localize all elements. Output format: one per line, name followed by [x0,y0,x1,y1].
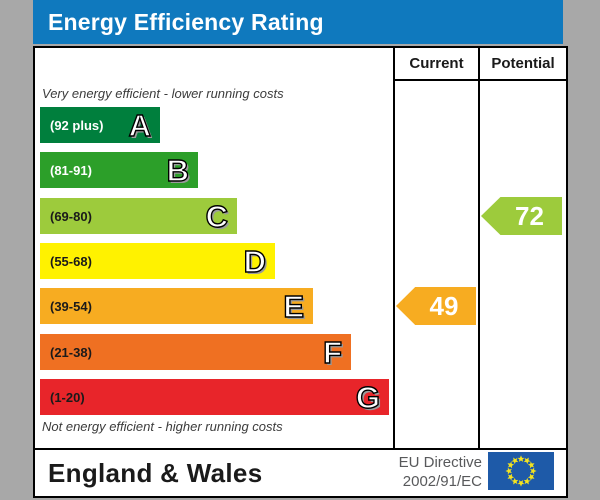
eu-directive-line2: 2002/91/EC [402,473,482,490]
band-range-label: (81-91) [50,162,92,178]
band-range-label: (92 plus) [50,117,104,133]
region-label: England & Wales [48,457,263,488]
band-letter: D [243,243,267,279]
band-range-label: (1-20) [50,389,85,405]
band-G: (1-20) G [40,379,389,415]
column-divider [393,48,395,448]
band-B: (81-91) B [40,152,198,188]
band-A: (92 plus) A [40,107,160,143]
potential-column-header: Potential [491,55,555,72]
band-D: (55-68) D [40,243,275,279]
title-bar: Energy Efficiency Rating [33,0,563,44]
rating-table: Current Potential Very energy efficient … [33,46,568,498]
band-letter: B [166,152,190,188]
band-C: (69-80) C [40,198,237,234]
band-letter: E [283,288,305,324]
band-E: (39-54) E [40,288,313,324]
potential-rating-arrow: 72 [481,197,562,235]
band-range-label: (21-38) [50,344,92,360]
band-letter: A [128,107,152,143]
band-range-label: (55-68) [50,253,92,269]
band-range-label: (69-80) [50,208,92,224]
caption-very-efficient: Very energy efficient - lower running co… [42,86,284,101]
band-range-label: (39-54) [50,298,92,314]
current-rating-value: 49 [429,290,459,321]
caption-not-efficient: Not energy efficient - higher running co… [42,419,283,434]
band-letter: G [355,379,381,415]
potential-rating-value: 72 [515,200,544,231]
eu-directive-label: EU Directive 2002/91/EC [399,453,482,491]
band-letter: F [322,334,342,370]
band-F: (21-38) F [40,334,351,370]
eu-flag-icon [488,452,554,490]
current-rating-arrow: 49 [396,287,476,325]
current-column-header: Current [409,55,464,72]
band-letter: C [205,198,229,234]
page-title: Energy Efficiency Rating [48,8,324,35]
eu-directive-line1: EU Directive [398,454,482,471]
footer: England & Wales EU Directive 2002/91/EC [35,450,566,496]
header-underline [393,79,566,81]
column-divider [478,48,480,448]
footer-divider [35,448,566,450]
